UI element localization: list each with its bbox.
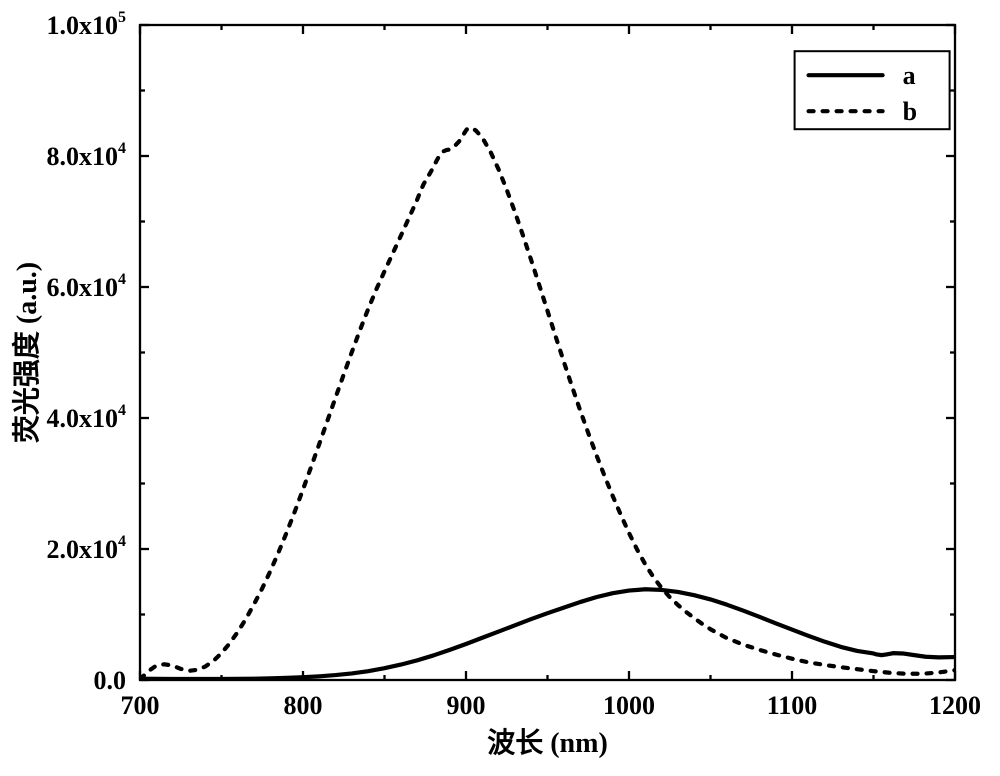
legend-box bbox=[795, 51, 950, 129]
y-tick-label: 6.0x104 bbox=[47, 271, 127, 302]
plot-border bbox=[140, 25, 955, 680]
y-tick-label: 4.0x104 bbox=[47, 402, 127, 433]
y-axis-label: 荧光强度 (a.u.) bbox=[11, 262, 43, 443]
x-tick-label: 700 bbox=[121, 691, 160, 720]
x-tick-label: 1200 bbox=[929, 691, 981, 720]
series-group bbox=[140, 128, 955, 679]
x-tick-label: 1000 bbox=[603, 691, 655, 720]
x-tick-label: 900 bbox=[447, 691, 486, 720]
chart-container: 700 800 900 1000 1100 1200 0.0 2.0x104 4.0x104 6.… bbox=[0, 0, 1000, 776]
legend-label-b: b bbox=[903, 97, 917, 126]
y-tick-label: 2.0x104 bbox=[47, 533, 127, 564]
y-tick-label: 8.0x104 bbox=[47, 140, 127, 171]
x-axis-label: 波长 (nm) bbox=[487, 727, 608, 759]
x-tick-label: 800 bbox=[284, 691, 323, 720]
series-b bbox=[140, 128, 955, 679]
legend: ab bbox=[795, 51, 950, 129]
y-tick-label: 1.0x105 bbox=[47, 9, 127, 40]
chart-svg: 700 800 900 1000 1100 1200 0.0 2.0x104 4.0x104 6.… bbox=[0, 0, 1000, 776]
y-tick-label: 0.0 bbox=[94, 666, 127, 695]
x-tick-label: 1100 bbox=[767, 691, 818, 720]
legend-label-a: a bbox=[903, 61, 916, 90]
